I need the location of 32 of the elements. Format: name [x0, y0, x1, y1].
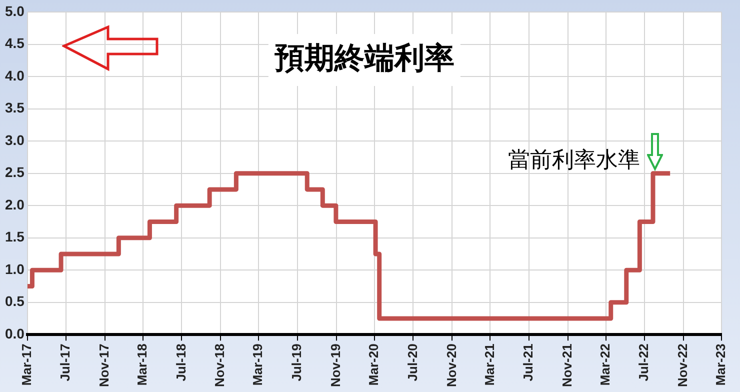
x-tick-label: Mar-17: [19, 344, 34, 386]
x-tick-label: Nov-22: [674, 344, 690, 388]
x-tick-label: Mar-22: [597, 344, 612, 386]
y-tick-label: 0.0: [4, 326, 25, 342]
y-tick-label: 3.0: [4, 132, 25, 148]
y-tick-label: 2.0: [4, 196, 25, 212]
x-tick-label: Mar-20: [366, 344, 382, 386]
x-tick-label: Nov-20: [444, 344, 459, 388]
annotation: 預期終端利率: [274, 40, 454, 76]
x-tick-label: Mar-23: [712, 344, 728, 386]
x-tick-label: Nov-19: [328, 344, 343, 388]
x-tick-label: Mar-18: [134, 344, 150, 386]
x-tick-label: Nov-17: [96, 344, 112, 388]
y-tick-label: 1.0: [4, 260, 25, 277]
x-tick-label: Mar-21: [482, 344, 497, 386]
y-tick-label: 0.5: [4, 293, 25, 310]
x-tick-label: Jul-19: [288, 344, 304, 382]
x-tick-label: Jul-20: [404, 344, 420, 382]
x-tick-label: Mar-19: [250, 344, 266, 386]
y-tick-label: 3.5: [4, 100, 25, 116]
y-tick-label: 4.0: [4, 67, 25, 84]
y-tick-label: 1.5: [4, 228, 25, 245]
x-tick-label: Nov-18: [212, 344, 228, 388]
x-tick-label: Jul-21: [520, 344, 536, 382]
x-tick-label: Nov-21: [559, 344, 574, 388]
y-tick-label: 4.5: [4, 35, 25, 52]
annotation: 當前利率水準: [508, 148, 640, 174]
y-tick-label: 5.0: [4, 2, 25, 19]
x-tick-label: Jul-22: [636, 344, 652, 382]
x-tick-label: Jul-18: [173, 344, 188, 382]
x-tick-label: Jul-17: [58, 344, 73, 382]
y-tick-label: 2.5: [4, 164, 25, 180]
